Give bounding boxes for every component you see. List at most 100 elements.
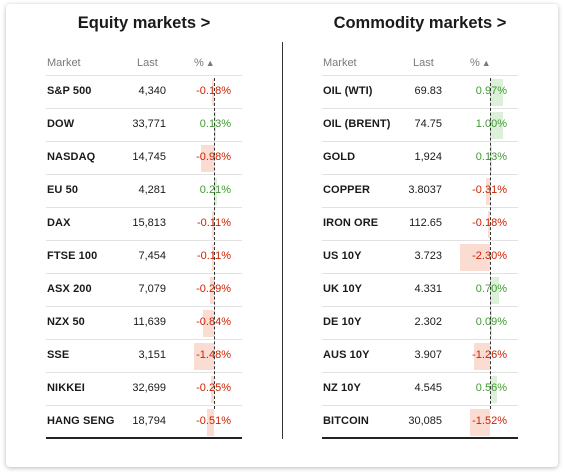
pct-change: 0.97% — [475, 85, 507, 97]
market-name: FTSE 100 — [47, 250, 98, 262]
sort-ascending-icon: ▲ — [481, 58, 491, 68]
market-name: S&P 500 — [47, 85, 92, 97]
pct-change: -0.98% — [196, 151, 231, 163]
table-row[interactable]: DE 10Y 2.302 0.09% — [322, 306, 518, 339]
last-value: 69.83 — [414, 85, 442, 97]
last-value: 74.75 — [414, 118, 442, 130]
market-name: NZX 50 — [47, 316, 85, 328]
equity-zero-line — [214, 78, 215, 409]
change-bar — [210, 376, 214, 403]
pct-change: -0.29% — [196, 283, 231, 295]
market-name: US 10Y — [323, 250, 362, 262]
table-row[interactable]: US 10Y 3.723 -2.30% — [322, 240, 518, 273]
change-bar — [473, 343, 490, 370]
pct-change: 1.00% — [475, 118, 507, 130]
table-row[interactable]: COPPER 3.8037 -0.31% — [322, 174, 518, 207]
market-name: ASX 200 — [47, 283, 92, 295]
change-bar — [490, 145, 492, 172]
last-value: 33,771 — [132, 118, 166, 130]
change-bar — [490, 376, 498, 403]
market-name: EU 50 — [47, 184, 79, 196]
table-row[interactable]: NASDAQ 14,745 -0.98% — [46, 141, 242, 174]
change-bar — [207, 409, 214, 436]
pct-change: -0.31% — [472, 184, 507, 196]
table-row[interactable]: BITCOIN 30,085 -1.52% — [322, 405, 518, 438]
last-value: 3.8037 — [408, 184, 442, 196]
commodity-rows: OIL (WTI) 69.83 0.97% OIL (BRENT) 74.75 1.00%… — [322, 75, 518, 438]
table-row[interactable]: AUS 10Y 3.907 -1.26% — [322, 339, 518, 372]
change-bar — [460, 244, 490, 271]
market-name: HANG SENG — [47, 415, 115, 427]
market-name: NZ 10Y — [323, 382, 361, 394]
pct-change: -0.51% — [196, 415, 231, 427]
change-bar — [470, 409, 490, 436]
change-bar — [212, 244, 214, 271]
last-value: 112.65 — [409, 217, 442, 229]
table-row[interactable]: OIL (BRENT) 74.75 1.00% — [322, 108, 518, 141]
panel-divider — [282, 42, 283, 439]
change-bar — [200, 145, 214, 172]
table-row[interactable]: DAX 15,813 -0.11% — [46, 207, 242, 240]
last-value: 4,340 — [138, 85, 166, 97]
table-row[interactable]: DOW 33,771 0.13% — [46, 108, 242, 141]
market-name: IRON ORE — [323, 217, 379, 229]
table-row[interactable]: OIL (WTI) 69.83 0.97% — [322, 75, 518, 108]
table-row[interactable]: S&P 500 4,340 -0.18% — [46, 75, 242, 108]
table-row[interactable]: NZ 10Y 4.545 0.56% — [322, 372, 518, 405]
table-row[interactable]: FTSE 100 7,454 -0.11% — [46, 240, 242, 273]
last-column-header[interactable]: Last — [413, 57, 434, 69]
markets-card: Equity markets > Market Last % ▲ S&P 500 4… — [6, 4, 558, 467]
last-value: 3.723 — [414, 250, 442, 262]
equity-table-bottom-rule — [46, 437, 242, 439]
change-bar — [214, 112, 216, 139]
table-row[interactable]: GOLD 1,924 0.13% — [322, 141, 518, 174]
table-row[interactable]: NIKKEI 32,699 -0.25% — [46, 372, 242, 405]
table-row[interactable]: NZX 50 11,639 -0.84% — [46, 306, 242, 339]
table-row[interactable]: SSE 3,151 -1.48% — [46, 339, 242, 372]
last-value: 18,794 — [132, 415, 166, 427]
last-value: 4,281 — [138, 184, 166, 196]
market-column-header[interactable]: Market — [47, 57, 81, 69]
pct-column-header[interactable]: % ▲ — [194, 57, 215, 69]
commodity-table-header: Market Last % ▲ — [322, 57, 518, 71]
table-row[interactable]: UK 10Y 4.331 0.70% — [322, 273, 518, 306]
sort-ascending-icon: ▲ — [205, 58, 215, 68]
equity-table-header: Market Last % ▲ — [46, 57, 242, 71]
change-bar — [202, 310, 214, 337]
pct-header-label: % — [470, 57, 480, 69]
change-bar — [487, 211, 490, 238]
last-value: 11,639 — [133, 316, 166, 328]
pct-change: -1.48% — [196, 349, 231, 361]
market-name: NASDAQ — [47, 151, 96, 163]
pct-change: 0.09% — [475, 316, 507, 328]
pct-change: 0.56% — [475, 382, 507, 394]
change-bar — [214, 178, 217, 205]
pct-column-header[interactable]: % ▲ — [470, 57, 491, 69]
last-value: 7,454 — [138, 250, 166, 262]
change-bar — [485, 178, 490, 205]
market-column-header[interactable]: Market — [323, 57, 357, 69]
last-value: 14,745 — [132, 151, 166, 163]
table-row[interactable]: ASX 200 7,079 -0.29% — [46, 273, 242, 306]
table-row[interactable]: EU 50 4,281 0.21% — [46, 174, 242, 207]
change-bar — [212, 211, 214, 238]
last-column-header[interactable]: Last — [137, 57, 158, 69]
commodity-markets-link[interactable]: Commodity markets > — [333, 14, 507, 32]
pct-header-label: % — [194, 57, 204, 69]
pct-change: -0.18% — [472, 217, 507, 229]
pct-change: -0.18% — [196, 85, 231, 97]
table-row[interactable]: IRON ORE 112.65 -0.18% — [322, 207, 518, 240]
equity-markets-link[interactable]: Equity markets > — [77, 14, 211, 32]
last-value: 30,085 — [408, 415, 442, 427]
pct-change: -0.11% — [196, 217, 231, 229]
table-row[interactable]: HANG SENG 18,794 -0.51% — [46, 405, 242, 438]
last-value: 3.907 — [414, 349, 442, 361]
pct-change: -0.11% — [196, 250, 231, 262]
pct-change: -0.84% — [196, 316, 231, 328]
market-name: COPPER — [323, 184, 371, 196]
change-bar — [490, 79, 503, 106]
market-name: SSE — [47, 349, 70, 361]
pct-change: -0.25% — [196, 382, 231, 394]
market-name: GOLD — [323, 151, 356, 163]
last-value: 32,699 — [132, 382, 166, 394]
